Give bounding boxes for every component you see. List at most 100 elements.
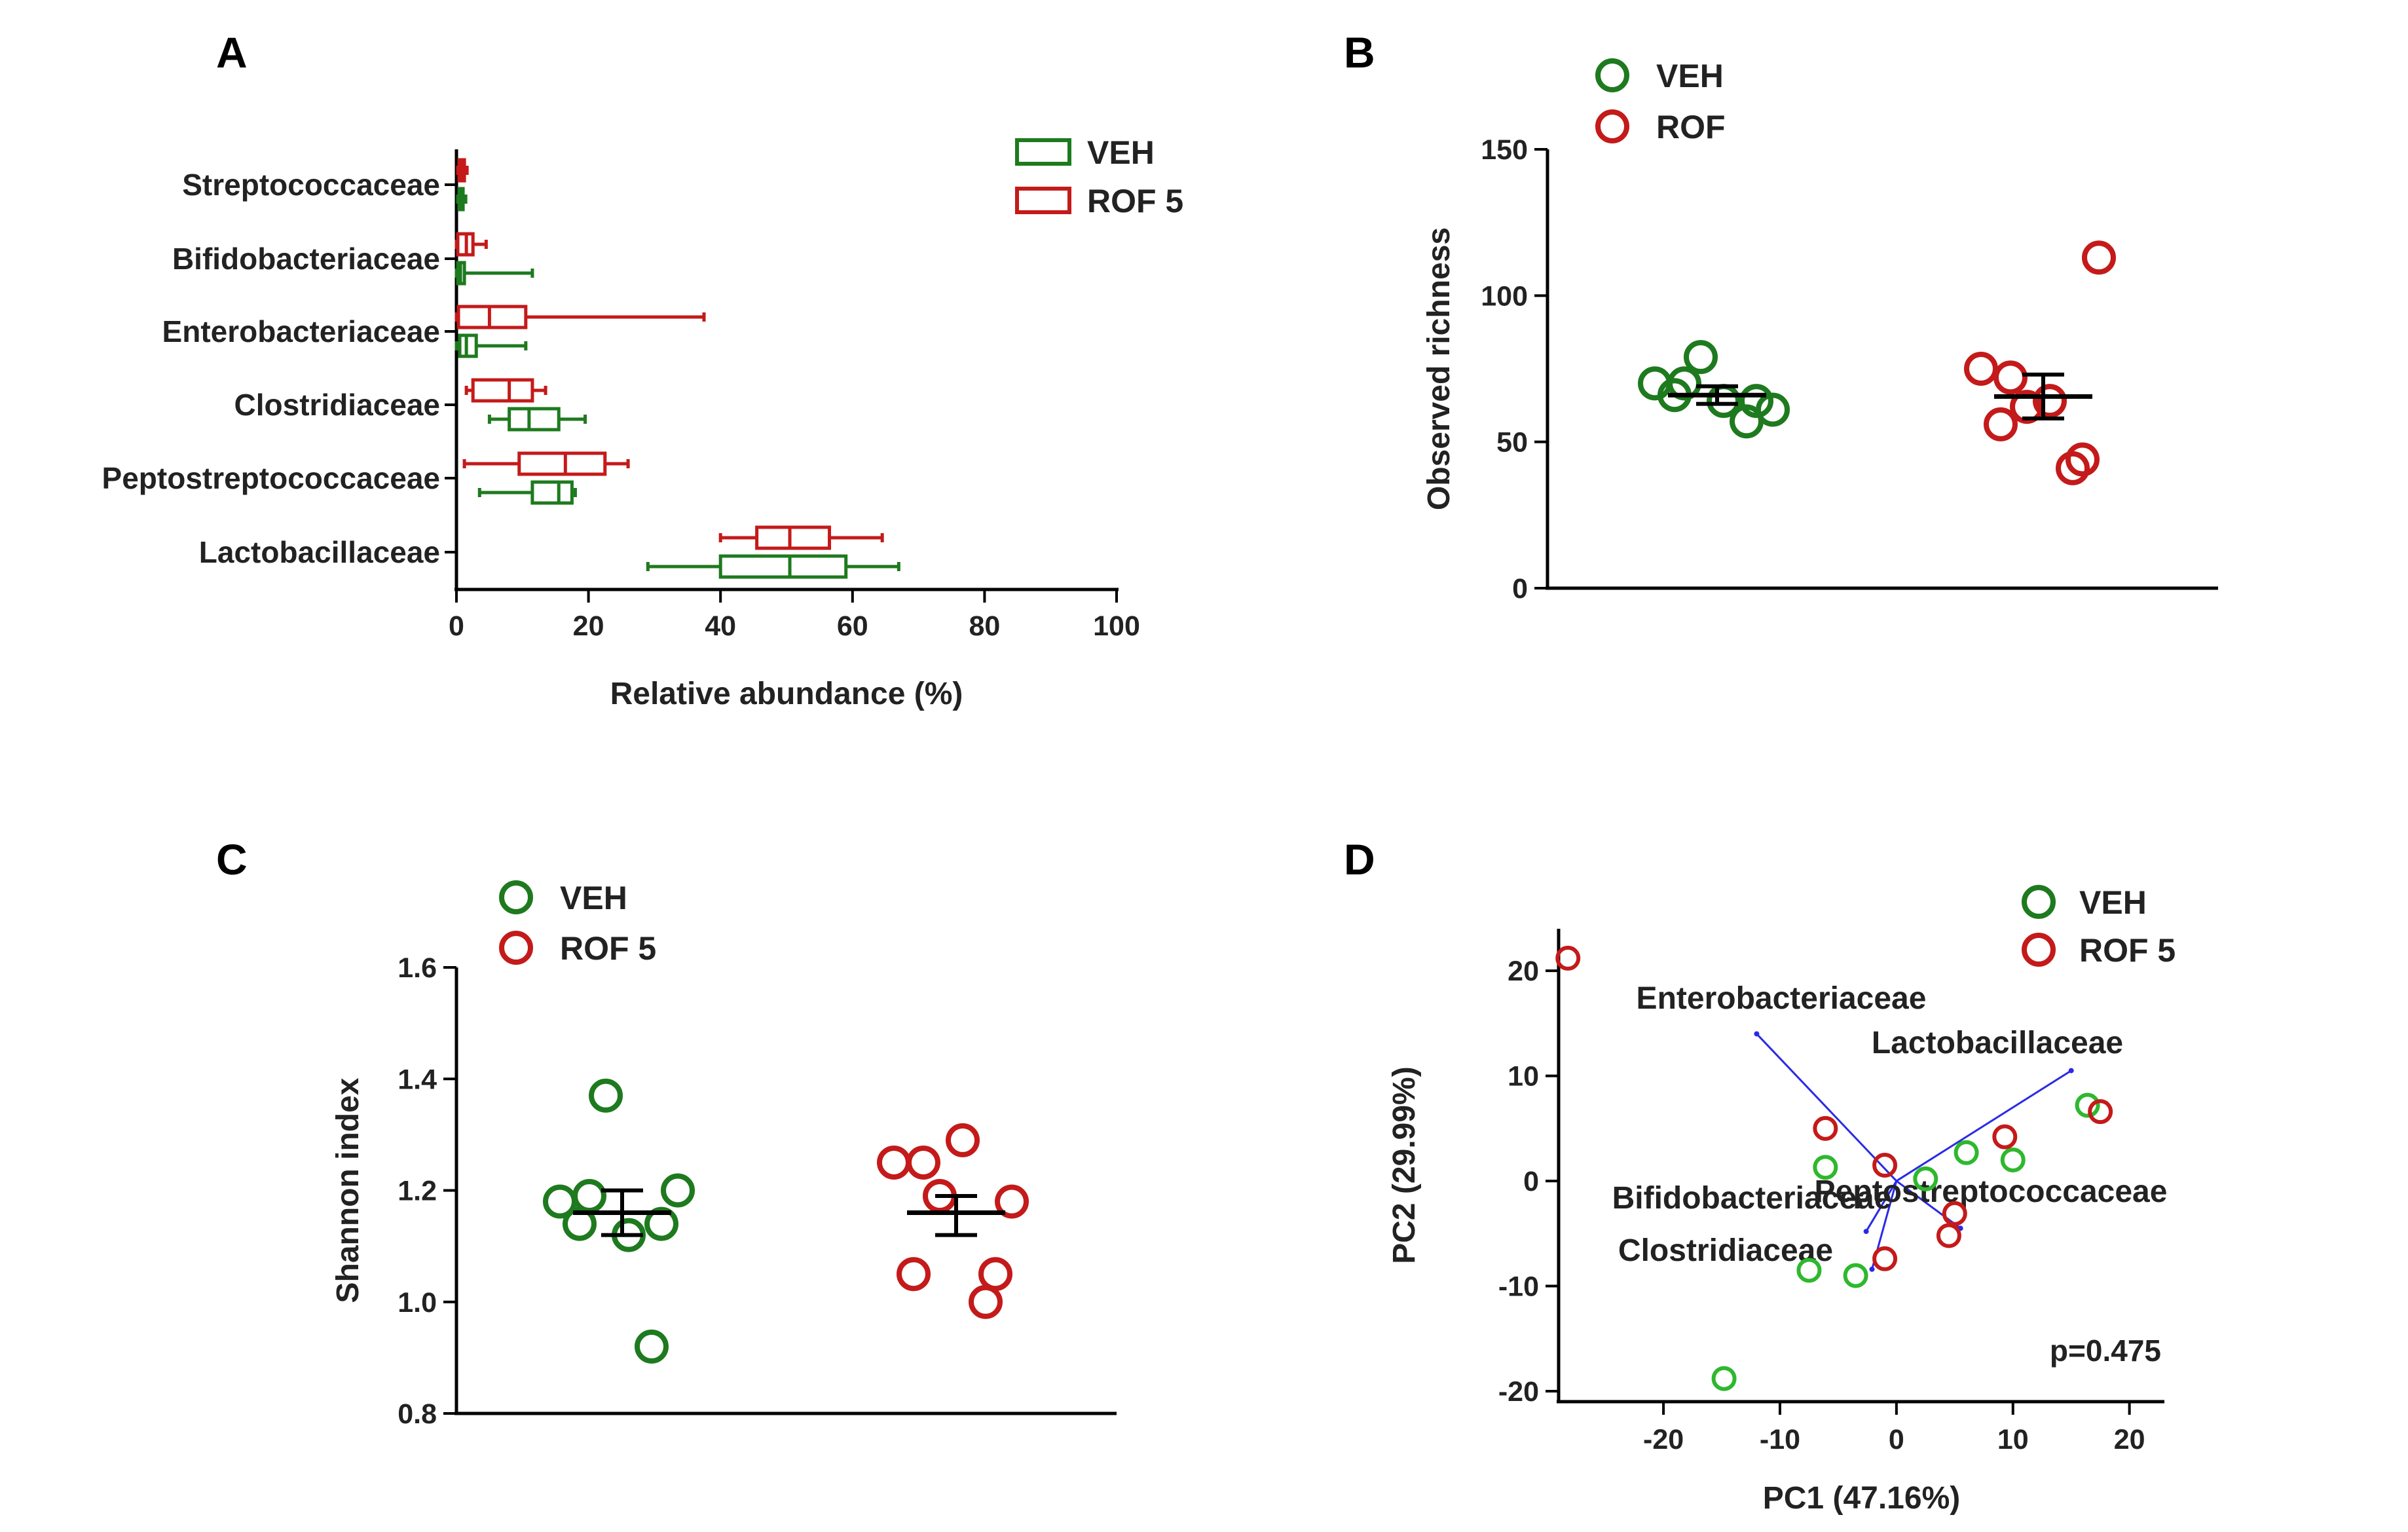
x-tick-label: 80 [969,610,1000,642]
box [508,407,561,432]
y-tick-label: 0 [1512,573,1528,605]
panel-letter-a: A [216,28,248,77]
data-point [635,1329,669,1364]
x-tick-label: 20 [2114,1424,2145,1455]
data-point [589,1078,623,1113]
loading-tip [1754,1031,1760,1037]
loading-tip [1863,1229,1869,1235]
data-point [1739,384,1773,419]
x-tick-label: -10 [1760,1424,1800,1455]
box [755,525,832,550]
box [718,554,848,579]
y-tick-label: -20 [1498,1376,1539,1408]
data-point [1667,366,1701,401]
y-axis-title: Shannon index [331,1077,365,1303]
category-label: Lactobacillaceae [199,535,440,569]
data-point [946,1123,980,1157]
pca-point [1913,1166,1938,1191]
data-point [1684,340,1718,375]
loading-label: Enterobacteriaceae [1637,981,1927,1016]
panel-letter-c: C [216,835,248,884]
pca-point [1813,1115,1838,1141]
y-tick-label: 10 [1508,1061,1539,1093]
y-tick-label: 0 [1523,1166,1539,1197]
legend-label: ROF 5 [2079,932,2176,969]
loading-vector [1895,1180,1961,1229]
data-point [906,1145,940,1180]
data-point [1984,407,2018,441]
data-point [969,1284,1003,1319]
x-tick-label: -20 [1643,1424,1684,1455]
loading-tip [2068,1068,2074,1074]
y-axis-title: Observed richness [1422,227,1456,510]
legend-label: VEH [2079,884,2147,921]
panel-d-pca: -20 -10 0 10 20 -20 -10 0 10 20 PC1 (47.16%) PC2 (2… [1387,884,2176,1516]
loading-tip [1869,1266,1875,1272]
y-tick-label: 150 [1481,134,1528,166]
pca-point [1813,1155,1838,1180]
data-point [572,1179,606,1214]
y-tick-label: 1.4 [398,1064,437,1095]
x-axis-title: Relative abundance (%) [610,677,963,711]
y-tick-label: 100 [1481,280,1528,312]
panel-c-shannon: 0.8 1.0 1.2 1.4 1.6 Shannon index VEH ROF 5 [331,880,1117,1430]
p-value-annotation: p=0.475 [2050,1334,2161,1368]
loading-vector [1865,1180,1898,1232]
y-tick-label: 1.2 [398,1176,437,1207]
legend-label: ROF [1656,109,1726,145]
panel-b-richness: 0 50 100 150 Observed richness VEH ROF [1422,58,2218,605]
pca-point [2000,1147,2026,1172]
box [458,333,478,358]
pca-point [2075,1093,2100,1118]
y-tick-label: -10 [1498,1271,1539,1303]
pca-point [1843,1263,1868,1288]
x-tick-label: 0 [1889,1424,1904,1455]
legend-label: ROF 5 [560,930,656,967]
y-axis-title: PC2 (29.99%) [1387,1066,1422,1263]
loading-label: Lactobacillaceae [1872,1026,2123,1060]
y-tick-label: 0.8 [398,1398,437,1430]
pca-point [1872,1246,1898,1271]
legend-label: VEH [560,880,627,916]
x-tick-label: 20 [573,610,604,642]
x-tick-label: 60 [837,610,868,642]
legend-marker [499,931,533,965]
data-point [2056,451,2090,485]
panel-letter-d: D [1344,835,1375,884]
loading-label: Peptostreptococcaceae [1815,1174,2168,1209]
legend-label: VEH [1656,58,1724,94]
category-label: Clostridiaceae [234,388,440,422]
legend-label: VEH [1087,134,1155,171]
category-label: Enterobacteriaceae [162,314,440,348]
y-tick-label: 1.0 [398,1287,437,1318]
data-point [2065,442,2100,477]
x-tick-label: 40 [705,610,736,642]
data-point [897,1257,931,1292]
pca-point [1954,1140,1979,1165]
box [471,378,534,403]
data-point [978,1257,1012,1292]
data-point [1964,352,1998,386]
legend-marker [1595,58,1629,92]
panel-a-boxplot: Streptococcaceae Bifidobacteriaceae Entero… [102,134,1184,711]
pca-point [1872,1153,1898,1178]
pca-point [1936,1223,1961,1248]
y-tick-label: 1.6 [398,952,437,984]
legend-box [1015,187,1071,214]
category-label: Streptococcaceae [182,168,440,202]
legend-marker [2022,885,2056,919]
box [517,451,607,476]
pca-point [1942,1201,1967,1226]
pca-point [1796,1258,1822,1283]
loading-label: Clostridiaceae [1618,1233,1833,1268]
data-point [1756,392,1790,427]
x-tick-label: 10 [1997,1424,2029,1455]
category-label: Peptostreptococcaceae [102,461,440,495]
panel-letter-b: B [1344,28,1375,77]
data-point [877,1145,911,1180]
loading-vector [1756,1033,1897,1182]
legend-label: ROF 5 [1087,183,1183,219]
legend-marker [1595,109,1629,143]
x-tick-label: 0 [449,610,464,642]
